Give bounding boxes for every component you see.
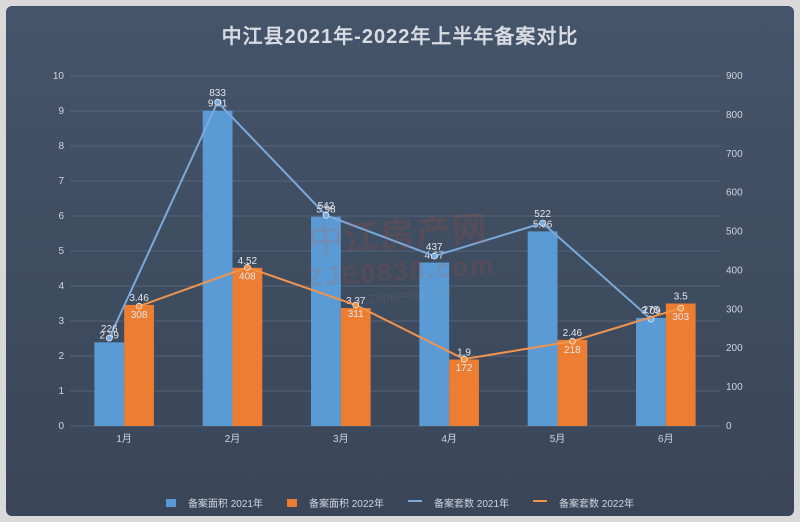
bar	[94, 342, 124, 426]
chart-panel: 中江县2021年-2022年上半年备案对比 012345678910010020…	[6, 6, 794, 516]
svg-text:100: 100	[726, 382, 743, 393]
svg-text:600: 600	[726, 188, 743, 199]
svg-text:3月: 3月	[333, 433, 349, 445]
svg-text:500: 500	[726, 227, 743, 238]
svg-text:400: 400	[726, 265, 743, 276]
svg-text:437: 437	[426, 242, 443, 253]
legend-item: 备案面积 2022年	[281, 495, 390, 510]
svg-text:200: 200	[726, 343, 743, 354]
svg-text:0: 0	[58, 421, 64, 432]
svg-text:542: 542	[318, 201, 335, 212]
legend-label: 备案面积 2022年	[309, 495, 384, 510]
svg-text:226: 226	[101, 324, 118, 335]
svg-text:6月: 6月	[658, 433, 674, 445]
svg-text:10: 10	[53, 71, 65, 82]
line-point	[323, 212, 329, 218]
svg-text:4月: 4月	[441, 433, 457, 445]
svg-text:308: 308	[131, 310, 148, 321]
chart-title: 中江县2021年-2022年上半年备案对比	[6, 20, 794, 49]
bar	[636, 318, 666, 426]
svg-text:1: 1	[58, 386, 64, 397]
svg-text:9: 9	[58, 106, 64, 117]
line-point	[106, 335, 112, 341]
svg-text:3.5: 3.5	[674, 292, 688, 303]
svg-text:3: 3	[58, 316, 64, 327]
svg-text:5月: 5月	[550, 433, 566, 445]
legend-item: 备案套数 2022年	[527, 495, 640, 510]
svg-text:2: 2	[58, 351, 64, 362]
svg-text:522: 522	[534, 209, 551, 220]
svg-text:8: 8	[58, 141, 64, 152]
legend-label: 备案套数 2022年	[559, 495, 634, 510]
legend-label: 备案套数 2021年	[434, 495, 509, 510]
legend-swatch-bar	[287, 499, 297, 507]
svg-text:408: 408	[239, 271, 256, 282]
line-point	[215, 99, 221, 105]
svg-text:900: 900	[726, 71, 743, 82]
legend-swatch-line	[533, 500, 547, 502]
svg-text:0: 0	[726, 421, 732, 432]
bar	[233, 268, 263, 426]
svg-text:172: 172	[456, 363, 473, 374]
legend-swatch-bar	[166, 499, 176, 507]
svg-text:800: 800	[726, 110, 743, 121]
chart-frame: 中江县2021年-2022年上半年备案对比 012345678910010020…	[0, 0, 800, 522]
svg-text:7: 7	[58, 176, 64, 187]
line-point	[431, 253, 437, 259]
legend-item: 备案面积 2021年	[160, 495, 269, 510]
line-point	[678, 305, 684, 311]
legend-label: 备案面积 2021年	[188, 495, 263, 510]
svg-text:218: 218	[564, 345, 581, 356]
svg-text:2.46: 2.46	[563, 328, 583, 339]
svg-text:5: 5	[58, 246, 64, 257]
line-series	[109, 102, 651, 338]
line-point	[244, 264, 250, 270]
svg-text:303: 303	[672, 312, 689, 323]
legend-swatch-line	[408, 500, 422, 502]
svg-text:6: 6	[58, 211, 64, 222]
svg-text:2月: 2月	[225, 433, 241, 445]
line-point	[136, 303, 142, 309]
legend: 备案面积 2021年 备案面积 2022年 备案套数 2021年 备案套数 2022年	[6, 495, 794, 510]
legend-item: 备案套数 2021年	[402, 495, 515, 510]
line-point	[569, 338, 575, 344]
line-point	[540, 220, 546, 226]
bar	[124, 305, 154, 426]
svg-text:4: 4	[58, 281, 64, 292]
bar	[311, 217, 341, 426]
svg-text:700: 700	[726, 149, 743, 160]
bar	[528, 231, 558, 426]
chart-plot: 0123456789100100200300400500600700800900…	[50, 66, 750, 466]
svg-text:833: 833	[209, 88, 226, 99]
svg-text:311: 311	[348, 309, 364, 320]
svg-text:3.46: 3.46	[129, 293, 149, 304]
bar	[341, 308, 371, 426]
svg-text:1月: 1月	[116, 433, 132, 445]
line-point	[461, 356, 467, 362]
bar	[203, 111, 233, 426]
svg-text:300: 300	[726, 304, 743, 315]
line-point	[353, 302, 359, 308]
